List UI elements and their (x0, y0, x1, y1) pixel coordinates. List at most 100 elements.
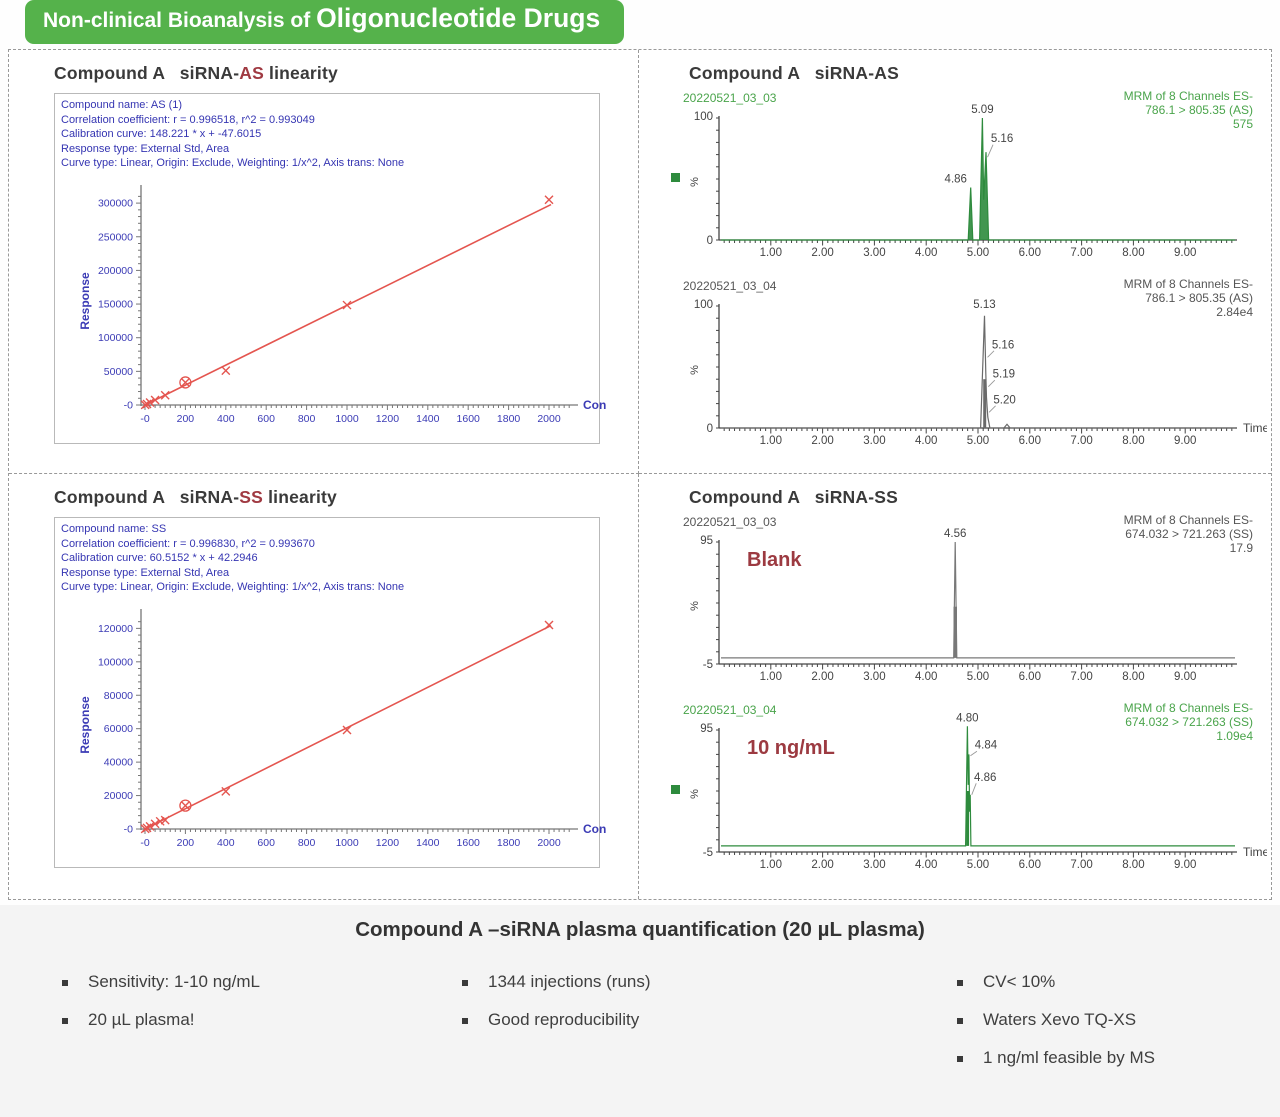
calibration-plot-ss: -0 20000 40000 60000 80000 100000 120000 -0 200 4… (78, 608, 606, 849)
svg-text:%: % (689, 177, 701, 187)
svg-text:786.1 > 805.35 (AS): 786.1 > 805.35 (AS) (1145, 103, 1253, 117)
svg-text:-5: -5 (703, 659, 713, 671)
svg-text:9.00: 9.00 (1174, 859, 1196, 871)
svg-text:Time: Time (1243, 421, 1267, 435)
meta-line: Compound name: SS (61, 523, 167, 535)
bullet-square-icon (957, 980, 963, 986)
svg-text:200000: 200000 (98, 264, 133, 276)
svg-text:Response: Response (78, 272, 92, 330)
svg-text:Conc: Conc (583, 398, 606, 412)
meta-line: Calibration curve: 148.221 * x + -47.601… (61, 128, 262, 140)
meta-line: Response type: External Std, Area (61, 566, 230, 579)
svg-text:Time: Time (1243, 845, 1267, 859)
svg-text:800: 800 (298, 837, 316, 849)
meta-line: Calibration curve: 60.5152 * x + 42.2946 (61, 552, 258, 564)
svg-text:300000: 300000 (98, 197, 133, 209)
panel-as-linearity: Compound A siRNA-AS linearity Compound n… (9, 50, 639, 474)
summary-bullet-item: CV< 10% (957, 972, 1280, 992)
summary-bullet-item: 1 ng/ml feasible by MS (957, 1048, 1280, 1068)
svg-text:50000: 50000 (104, 365, 133, 377)
panel-title-as-chrom: Compound A siRNA-AS (689, 63, 1271, 84)
chromatogram-ss-10ng: 20220521_03_04 MRM of 8 Channels ES-674.0… (671, 701, 1267, 871)
svg-text:4.00: 4.00 (915, 859, 937, 871)
summary-bullet-item: 1344 injections (runs) (462, 972, 957, 992)
title-banner: Non-clinical Bioanalysis of Oligonucleot… (25, 0, 625, 44)
svg-text:8.00: 8.00 (1122, 435, 1144, 447)
svg-text:674.032 > 721.263 (SS): 674.032 > 721.263 (SS) (1125, 715, 1253, 729)
svg-text:9.00: 9.00 (1174, 247, 1196, 259)
bullet-square-icon (62, 980, 68, 986)
svg-text:Conc: Conc (583, 822, 606, 836)
svg-text:6.00: 6.00 (1019, 671, 1041, 683)
summary-bullet-item: 20 µL plasma! (62, 1010, 462, 1030)
banner-prefix: Non-clinical Bioanalysis of (43, 9, 317, 32)
title-prefix: Compound A siRNA- (54, 63, 240, 83)
svg-text:60000: 60000 (104, 723, 133, 735)
svg-text:5.00: 5.00 (967, 859, 989, 871)
svg-text:MRM of 8 Channels ES-: MRM of 8 Channels ES- (1124, 513, 1253, 527)
title-highlight: AS (239, 63, 264, 83)
bullet-text: Waters Xevo TQ-XS (983, 1010, 1137, 1029)
svg-text:5.13: 5.13 (973, 299, 995, 311)
svg-text:MRM of 8 Channels ES-: MRM of 8 Channels ES- (1124, 277, 1253, 291)
svg-text:1.00: 1.00 (760, 247, 782, 259)
svg-text:150000: 150000 (98, 298, 133, 310)
svg-text:674.032 > 721.263 (SS): 674.032 > 721.263 (SS) (1125, 527, 1253, 541)
svg-text:7.00: 7.00 (1070, 859, 1092, 871)
svg-text:4.00: 4.00 (915, 247, 937, 259)
summary-column-1: Sensitivity: 1-10 ng/mL 20 µL plasma! (62, 972, 462, 1086)
svg-text:8.00: 8.00 (1122, 859, 1144, 871)
svg-text:800: 800 (298, 413, 316, 425)
svg-text:6.00: 6.00 (1019, 247, 1041, 259)
panel-title-as-linearity: Compound A siRNA-AS linearity (54, 63, 638, 84)
meta-line: Curve type: Linear, Origin: Exclude, Wei… (61, 581, 405, 593)
svg-text:250000: 250000 (98, 231, 133, 243)
svg-text:95: 95 (700, 723, 713, 735)
svg-text:100: 100 (694, 111, 713, 123)
svg-text:-5: -5 (703, 847, 713, 859)
svg-text:5.16: 5.16 (991, 133, 1013, 145)
svg-text:%: % (689, 789, 701, 799)
bullet-text: 1344 injections (runs) (488, 972, 651, 991)
svg-text:Blank: Blank (747, 549, 802, 571)
svg-text:10 ng/mL: 10 ng/mL (747, 737, 835, 759)
meta-line: Compound name: AS (1) (61, 99, 183, 111)
svg-text:MRM of 8 Channels ES-: MRM of 8 Channels ES- (1124, 89, 1253, 103)
panel-title-ss-chrom: Compound A siRNA-SS (689, 487, 1271, 508)
svg-text:1800: 1800 (497, 837, 521, 849)
svg-text:1.00: 1.00 (760, 435, 782, 447)
svg-text:20220521_03_04: 20220521_03_04 (683, 279, 777, 293)
svg-text:6.00: 6.00 (1019, 435, 1041, 447)
svg-text:200: 200 (177, 413, 195, 425)
svg-text:600: 600 (257, 413, 275, 425)
meta-line: Correlation coefficient: r = 0.996518, r… (61, 113, 315, 126)
svg-text:5.19: 5.19 (993, 369, 1015, 381)
svg-text:Response: Response (78, 696, 92, 754)
svg-text:1400: 1400 (416, 413, 440, 425)
calibration-window-as: Compound name: AS (1) Correlation coeffi… (54, 93, 606, 444)
svg-text:400: 400 (217, 837, 235, 849)
meta-line: Correlation coefficient: r = 0.996830, r… (61, 537, 315, 550)
chromatogram-as-high: 20220521_03_03 MRM of 8 Channels ES-786.1… (671, 89, 1253, 259)
svg-text:4.00: 4.00 (915, 671, 937, 683)
svg-text:100000: 100000 (98, 656, 133, 668)
calibration-plot-as: -0 50000 100000 150000 200000 250000 300000 -0 2… (78, 184, 606, 425)
calibration-window-ss: Compound name: SS Correlation coefficien… (54, 517, 606, 868)
svg-text:3.00: 3.00 (863, 247, 885, 259)
bullet-square-icon (462, 980, 468, 986)
svg-text:4.86: 4.86 (974, 772, 996, 784)
summary-bullets: Sensitivity: 1-10 ng/mL 20 µL plasma! 13… (62, 972, 1280, 1086)
svg-text:-0: -0 (140, 837, 149, 849)
bullet-square-icon (957, 1018, 963, 1024)
svg-text:786.1 > 805.35 (AS): 786.1 > 805.35 (AS) (1145, 291, 1253, 305)
calibration-metadata-ss: Compound name: SS Correlation coefficien… (61, 522, 599, 595)
panel-title-ss-linearity: Compound A siRNA-SS linearity (54, 487, 638, 508)
svg-text:5.00: 5.00 (967, 435, 989, 447)
svg-text:1800: 1800 (497, 413, 521, 425)
svg-text:1400: 1400 (416, 837, 440, 849)
svg-text:4.56: 4.56 (944, 528, 966, 540)
title-prefix: Compound A siRNA-SS (689, 487, 899, 507)
svg-text:4.00: 4.00 (915, 435, 937, 447)
chromatogram-ss-blank: 20220521_03_03 MRM of 8 Channels ES-674.0… (683, 513, 1253, 683)
